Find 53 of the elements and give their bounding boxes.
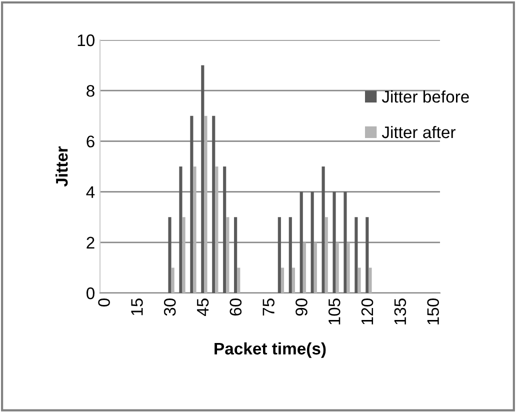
bar [322, 166, 325, 293]
bar [234, 217, 238, 293]
bar [324, 217, 328, 293]
bar [171, 268, 174, 293]
x-tick-label: 15 [131, 298, 143, 316]
y-tick-label: 10 [78, 34, 94, 46]
bar [201, 65, 204, 293]
legend-label: Jitter before [382, 90, 469, 103]
x-tick-label: 150 [427, 298, 439, 324]
bar [226, 217, 230, 293]
bar [310, 192, 314, 293]
y-tick-label: 0 [86, 287, 94, 300]
bar [300, 192, 303, 293]
bar [302, 242, 306, 293]
bar [193, 166, 196, 293]
x-tick-label: 90 [296, 298, 308, 316]
bar [215, 166, 218, 293]
bar [182, 217, 186, 293]
bar [278, 217, 281, 293]
bar [314, 242, 317, 293]
legend-label: Jitter after [382, 126, 456, 138]
bar [354, 217, 358, 293]
bar [280, 268, 284, 293]
bar [237, 268, 240, 293]
bar [190, 116, 194, 293]
x-tick-label: 120 [361, 298, 374, 324]
bar [288, 217, 292, 293]
bar [336, 242, 339, 293]
bar [212, 116, 216, 293]
x-axis-title: Packet time(s) [214, 342, 326, 358]
bar [346, 242, 350, 293]
bar [332, 192, 336, 293]
x-tick-label: 60 [230, 298, 242, 316]
bar [223, 166, 226, 293]
bar [368, 268, 372, 293]
x-tick-label: 105 [328, 298, 340, 324]
y-tick-label: 6 [86, 136, 94, 148]
x-tick-label: 30 [164, 298, 176, 316]
bar [366, 217, 369, 293]
x-tick-label: 75 [262, 298, 274, 316]
y-axis-title: Jitter [56, 146, 68, 187]
x-tick-label: 45 [197, 298, 209, 316]
y-tick-label: 8 [86, 85, 94, 97]
bar [179, 166, 182, 293]
y-tick-label: 4 [86, 186, 95, 198]
x-tick-label: 135 [394, 298, 406, 324]
bar [292, 268, 296, 293]
bar [168, 217, 172, 293]
y-tick-label: 2 [86, 236, 94, 248]
bar [204, 116, 208, 293]
bar [344, 192, 347, 293]
bar [358, 268, 361, 293]
x-tick-label: 0 [98, 298, 110, 306]
